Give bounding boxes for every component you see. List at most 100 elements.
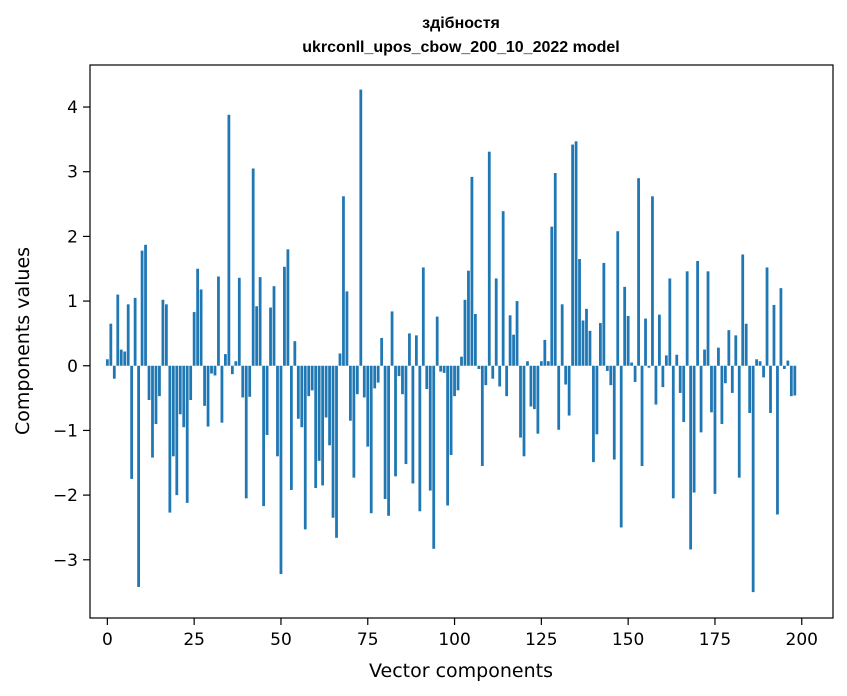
bar xyxy=(220,365,224,423)
bar xyxy=(432,365,436,549)
x-tick-label: 50 xyxy=(270,630,292,650)
x-tick-label: 175 xyxy=(699,630,731,650)
bar xyxy=(689,365,693,550)
bar xyxy=(723,365,727,384)
bar xyxy=(151,365,154,458)
bar xyxy=(171,365,175,457)
y-axis-ticks: −3 −2 −1 0 1 2 3 4 xyxy=(53,98,90,571)
bar xyxy=(480,365,484,467)
bar xyxy=(751,365,755,593)
bar xyxy=(421,267,425,366)
bar xyxy=(147,365,151,401)
x-tick-label: 25 xyxy=(183,630,205,650)
bar xyxy=(664,355,668,366)
bar xyxy=(553,173,557,366)
bar xyxy=(338,353,342,366)
x-tick-label: 0 xyxy=(102,630,113,650)
bar xyxy=(227,114,231,366)
bar xyxy=(651,196,654,366)
bar xyxy=(512,334,515,366)
bar xyxy=(112,365,116,379)
bar xyxy=(203,365,206,406)
bar xyxy=(484,365,488,386)
bar xyxy=(623,286,627,366)
bar xyxy=(703,349,706,366)
x-tick-label: 125 xyxy=(525,630,557,650)
bar xyxy=(515,301,519,366)
bar xyxy=(401,365,404,395)
bar xyxy=(776,365,779,515)
bar xyxy=(185,365,189,503)
bar xyxy=(456,365,460,391)
bar xyxy=(137,365,140,587)
bar xyxy=(342,196,345,366)
y-tick-label: 2 xyxy=(67,227,78,247)
bar xyxy=(626,315,630,366)
bar xyxy=(303,365,307,530)
y-tick-label: −3 xyxy=(53,551,78,571)
bar xyxy=(654,365,658,405)
bar xyxy=(696,260,699,366)
bar xyxy=(154,365,158,424)
bar xyxy=(196,268,200,366)
y-tick-label: −2 xyxy=(53,486,78,506)
bar xyxy=(526,361,529,366)
bar xyxy=(550,226,554,366)
bar xyxy=(692,365,696,493)
bar xyxy=(598,323,602,366)
bar xyxy=(720,365,724,424)
bar xyxy=(335,365,338,538)
bar xyxy=(588,330,592,366)
bar xyxy=(536,365,540,434)
bar xyxy=(571,144,574,366)
x-tick-label: 200 xyxy=(786,630,818,650)
bar xyxy=(133,297,137,366)
bar xyxy=(755,359,759,366)
y-tick-label: −1 xyxy=(53,421,78,441)
bar xyxy=(328,365,331,446)
x-tick-label: 100 xyxy=(438,630,470,650)
bar xyxy=(262,365,265,507)
bar xyxy=(508,315,512,366)
bar xyxy=(300,365,304,428)
bar xyxy=(140,250,144,366)
bar xyxy=(265,365,269,435)
bar xyxy=(349,365,352,421)
bar xyxy=(772,304,776,366)
bar xyxy=(355,365,359,395)
bar xyxy=(182,365,186,428)
bar xyxy=(314,365,318,488)
bar xyxy=(793,365,797,396)
bar xyxy=(244,365,248,499)
bar xyxy=(762,365,765,378)
bar xyxy=(574,141,578,366)
bar xyxy=(158,365,161,397)
plot-frame xyxy=(89,64,834,619)
bar xyxy=(251,168,255,366)
bar xyxy=(411,365,415,484)
bar xyxy=(224,354,227,366)
bar xyxy=(390,311,394,366)
bar xyxy=(783,365,786,369)
bar xyxy=(213,365,217,376)
bar xyxy=(428,365,432,491)
bar xyxy=(286,249,290,366)
bar xyxy=(331,365,335,518)
bar xyxy=(164,304,168,366)
bar xyxy=(658,314,661,366)
bar xyxy=(241,365,245,398)
bar xyxy=(258,277,262,366)
bar xyxy=(498,365,502,387)
bar xyxy=(706,271,710,366)
bar xyxy=(671,365,675,499)
bar xyxy=(477,365,481,369)
bar xyxy=(494,278,498,366)
bar xyxy=(487,151,491,366)
bar xyxy=(230,365,234,375)
bar xyxy=(105,359,109,366)
bar xyxy=(369,365,373,514)
bar xyxy=(161,299,165,366)
bar xyxy=(345,291,349,366)
bar xyxy=(578,259,581,366)
